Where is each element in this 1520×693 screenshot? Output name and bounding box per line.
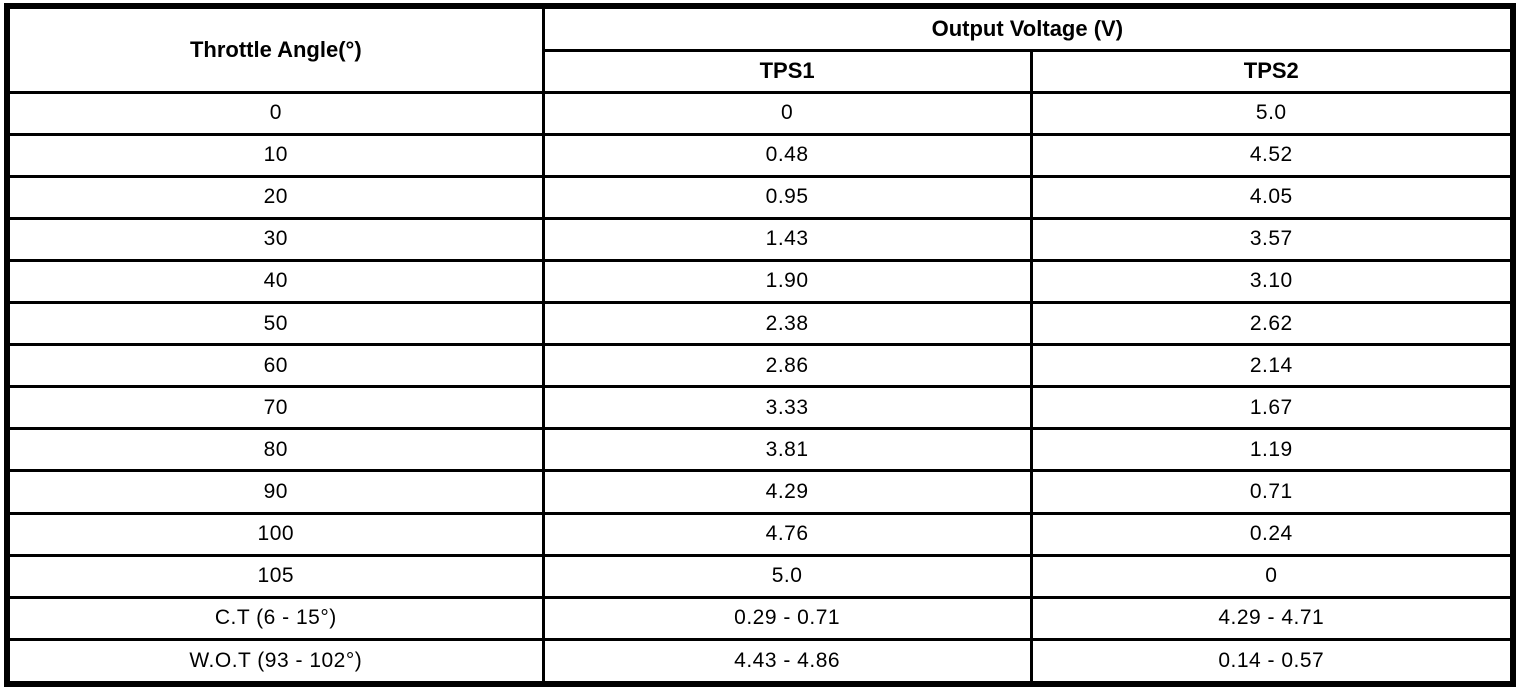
- table-row: 0 0 5.0: [5, 90, 1515, 136]
- tps1-cell: 2.86: [541, 343, 1033, 389]
- tps1-cell: 3.33: [541, 385, 1033, 431]
- tps1-cell: 0: [541, 90, 1033, 136]
- tps2-header: TPS2: [1029, 48, 1515, 94]
- tps2-cell: 0.71: [1029, 469, 1515, 515]
- tps1-header: TPS1: [541, 48, 1033, 94]
- table-row: 20 0.95 4.05: [5, 174, 1515, 220]
- throttle-angle-cell: 90: [5, 469, 545, 515]
- table-row: 90 4.29 0.71: [5, 469, 1515, 515]
- tps2-cell: 1.67: [1029, 385, 1515, 431]
- table-row: 60 2.86 2.14: [5, 343, 1515, 389]
- table-row: 50 2.38 2.62: [5, 301, 1515, 347]
- tps2-cell: 5.0: [1029, 90, 1515, 136]
- table-row: 105 5.0 0: [5, 553, 1515, 599]
- tps1-cell: 0.95: [541, 174, 1033, 220]
- table-row: W.O.T (93 - 102°) 4.43 - 4.86 0.14 - 0.5…: [5, 637, 1515, 686]
- tps2-cell: 3.10: [1029, 258, 1515, 305]
- tps1-cell: 1.43: [541, 216, 1033, 262]
- tps2-cell: 4.05: [1029, 174, 1515, 220]
- table-row: 10 0.48 4.52: [5, 132, 1515, 178]
- throttle-angle-cell: 20: [5, 174, 545, 220]
- tps2-cell: 0.14 - 0.57: [1029, 637, 1515, 686]
- tps1-cell: 0.29 - 0.71: [541, 595, 1033, 641]
- throttle-angle-cell: 100: [5, 511, 545, 557]
- tps2-cell: 1.19: [1029, 427, 1515, 473]
- tps2-cell: 0: [1029, 553, 1515, 599]
- throttle-angle-cell: 70: [5, 385, 545, 431]
- throttle-angle-cell: W.O.T (93 - 102°): [5, 637, 545, 686]
- tps-voltage-table: Throttle Angle(°) Output Voltage (V) TPS…: [4, 3, 1516, 687]
- table-row: 80 3.81 1.19: [5, 427, 1515, 473]
- tps1-cell: 2.38: [541, 301, 1033, 347]
- tps2-cell: 3.57: [1029, 216, 1515, 262]
- throttle-angle-cell: 80: [5, 427, 545, 473]
- table-row: 40 1.90 3.10: [5, 258, 1515, 305]
- tps1-cell: 4.76: [541, 511, 1033, 557]
- throttle-angle-cell: 60: [5, 343, 545, 389]
- throttle-angle-cell: 0: [5, 90, 545, 136]
- throttle-angle-cell: 105: [5, 553, 545, 599]
- table-row: 100 4.76 0.24: [5, 511, 1515, 557]
- table-row: C.T (6 - 15°) 0.29 - 0.71 4.29 - 4.71: [5, 595, 1515, 641]
- tps1-cell: 4.43 - 4.86: [541, 637, 1033, 686]
- throttle-angle-cell: 10: [5, 132, 545, 178]
- tps2-cell: 4.29 - 4.71: [1029, 595, 1515, 641]
- throttle-angle-cell: 30: [5, 216, 545, 262]
- throttle-angle-cell: 40: [5, 258, 545, 305]
- tps-voltage-table-frame: Throttle Angle(°) Output Voltage (V) TPS…: [4, 3, 1516, 687]
- tps2-cell: 4.52: [1029, 132, 1515, 178]
- table-row: 70 3.33 1.67: [5, 385, 1515, 431]
- tps1-cell: 4.29: [541, 469, 1033, 515]
- throttle-angle-header: Throttle Angle(°): [5, 4, 545, 94]
- tps2-cell: 2.62: [1029, 301, 1515, 347]
- tps1-cell: 5.0: [541, 553, 1033, 599]
- table-header-row-2: TPS1 TPS2: [7, 48, 1515, 94]
- tps2-cell: 2.14: [1029, 343, 1515, 389]
- output-voltage-header: Output Voltage (V): [541, 4, 1515, 52]
- tps2-cell: 0.24: [1029, 511, 1515, 557]
- table-header-row-1: Throttle Angle(°) Output Voltage (V): [5, 4, 1515, 94]
- tps1-cell: 3.81: [541, 427, 1033, 473]
- tps1-cell: 1.90: [541, 258, 1033, 305]
- table-row: 30 1.43 3.57: [5, 216, 1515, 262]
- throttle-angle-cell: 50: [5, 301, 545, 347]
- tps1-cell: 0.48: [541, 132, 1033, 178]
- throttle-angle-cell: C.T (6 - 15°): [5, 595, 545, 641]
